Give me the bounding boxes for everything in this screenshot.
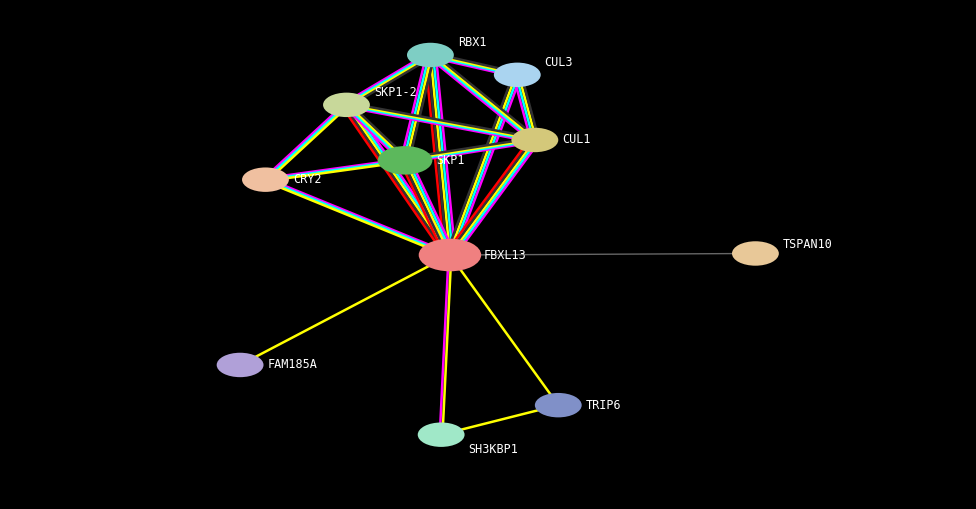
Text: TRIP6: TRIP6	[586, 399, 622, 412]
Text: SKP1-2: SKP1-2	[374, 86, 417, 99]
Text: CUL1: CUL1	[562, 133, 590, 147]
Circle shape	[378, 146, 432, 175]
Text: RBX1: RBX1	[458, 36, 486, 49]
Circle shape	[419, 239, 481, 271]
Text: FAM185A: FAM185A	[267, 358, 317, 372]
Circle shape	[494, 63, 541, 87]
Text: CRY2: CRY2	[293, 173, 321, 186]
Circle shape	[217, 353, 264, 377]
Circle shape	[323, 93, 370, 117]
Text: CUL3: CUL3	[545, 55, 573, 69]
Circle shape	[418, 422, 465, 447]
Circle shape	[535, 393, 582, 417]
Circle shape	[407, 43, 454, 67]
Text: TSPAN10: TSPAN10	[783, 238, 833, 251]
Text: SKP1: SKP1	[436, 154, 465, 167]
Text: SH3KBP1: SH3KBP1	[468, 443, 518, 457]
Circle shape	[242, 167, 289, 192]
Circle shape	[732, 241, 779, 266]
Circle shape	[511, 128, 558, 152]
Text: FBXL13: FBXL13	[484, 248, 527, 262]
